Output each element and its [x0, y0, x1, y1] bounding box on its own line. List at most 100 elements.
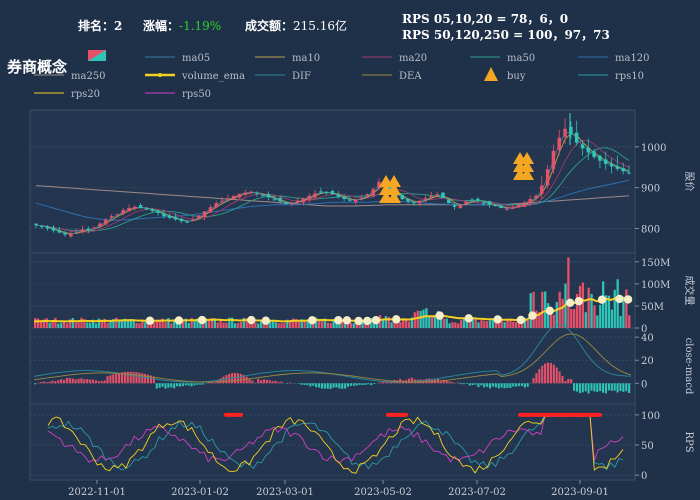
volume-bar [115, 317, 118, 328]
volume-bar [378, 315, 382, 328]
macd-bar [494, 383, 497, 388]
macd-bar [587, 383, 590, 394]
candle-body [557, 137, 561, 150]
macd-bar [80, 378, 83, 384]
macd-bar [448, 381, 451, 384]
macd-bar [115, 373, 118, 384]
volume-bar [422, 309, 425, 328]
candle-body [441, 192, 445, 198]
volume-bar [109, 321, 112, 328]
macd-bar [236, 373, 239, 384]
macd-bar [428, 378, 431, 384]
volume-bar [381, 318, 385, 328]
candle-body [510, 207, 515, 209]
candle-body [528, 199, 532, 204]
volume-bar [613, 289, 616, 328]
candle-body [290, 203, 294, 205]
macd-bar [358, 383, 361, 385]
volume-bar [60, 322, 63, 328]
legend-DIF-label: DIF [292, 71, 311, 82]
volume-ema-dot [435, 311, 444, 320]
macd-bar [48, 381, 51, 384]
panel-macd-frame [29, 327, 636, 405]
macd-bar [100, 381, 103, 384]
volume-bar [445, 318, 448, 328]
candle-body [324, 192, 329, 194]
volume-bar [129, 319, 132, 328]
macd-bar [352, 383, 355, 386]
candle-body [98, 223, 102, 227]
macd-bar [161, 383, 164, 387]
rps10-line [47, 414, 624, 471]
macd-bar [616, 383, 619, 393]
buy-marker [520, 168, 534, 180]
volume-bar [575, 294, 579, 328]
macd-bar [39, 382, 42, 384]
volume-bar [187, 322, 190, 328]
volume-bar [532, 291, 535, 328]
volume-bar [318, 319, 321, 328]
macd-bar [193, 383, 196, 386]
macd-bar [573, 383, 576, 391]
volume-bar [538, 312, 541, 328]
ytick-price-0: 1000 [641, 143, 666, 154]
volume-bar [233, 323, 237, 328]
volume-bar [541, 291, 544, 328]
macd-bar [300, 383, 303, 385]
volume-bar [442, 318, 445, 328]
volume-bar [48, 322, 51, 328]
macd-bar [219, 378, 222, 384]
volume-bar [210, 317, 214, 328]
volume-bar [587, 287, 590, 328]
ytick-volume-0: 150M [641, 258, 670, 269]
macd-bar [610, 383, 613, 391]
macd-bar [132, 371, 135, 384]
volume-bar [291, 318, 295, 328]
candle-body [167, 215, 172, 218]
macd-bar [109, 375, 112, 384]
macd-bar [483, 383, 486, 388]
volume-bar [607, 295, 611, 328]
macd-bar [384, 381, 387, 384]
volume-bar [341, 320, 344, 328]
ytick-volume-2: 50M [641, 302, 664, 313]
macd-bar [451, 382, 454, 384]
volume-ema-dot [197, 315, 207, 325]
candle-body [307, 195, 311, 200]
candle-body [505, 208, 509, 210]
candle-body [214, 203, 218, 208]
macd-bar [135, 372, 138, 384]
macd-bar [248, 378, 251, 384]
macd-bar [532, 377, 535, 384]
macd-bar [274, 380, 277, 384]
volume-bar [315, 317, 318, 328]
volume-ema-dot [623, 295, 633, 304]
macd-bar [138, 372, 141, 384]
volume-bar [152, 322, 156, 328]
macd-bar [207, 382, 210, 384]
legend-rps10-label: rps10 [615, 71, 644, 82]
legend-buy-marker [484, 67, 498, 81]
ylabel-price: 股价 [683, 172, 695, 192]
volume-ema-dot [615, 294, 624, 304]
volume-bar [158, 319, 161, 328]
macd-bar [590, 383, 593, 391]
volume-bar [384, 316, 387, 328]
volume-bar [280, 323, 283, 328]
volume-bar [555, 302, 558, 328]
volume-bar [500, 320, 503, 328]
buy-marker [520, 152, 534, 164]
macd-bar [45, 382, 48, 384]
volume-bar [132, 319, 135, 328]
macd-bar [222, 376, 225, 384]
macd-bar [523, 383, 526, 388]
candle-body [371, 189, 375, 196]
ytick-macd-0: 40 [641, 333, 654, 344]
volume-bar [549, 311, 553, 328]
macd-bar [167, 383, 170, 388]
rank-label: 排名：2 [78, 19, 123, 33]
volume-bar [196, 318, 199, 328]
legend-rps20-label: rps20 [71, 89, 100, 100]
volume-bar [274, 322, 277, 328]
